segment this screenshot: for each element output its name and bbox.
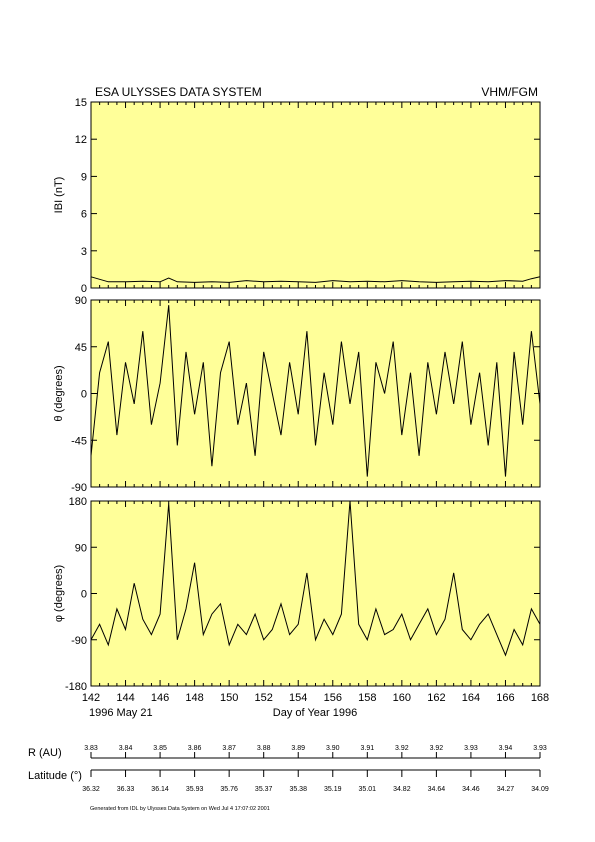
chart-panel-3: -180 -90 0 90 180 φ (degrees) [53, 496, 541, 693]
y-tick-label: 0 [81, 389, 87, 401]
x-tick-label: 158 [358, 692, 376, 704]
y-tick-label: -90 [71, 635, 87, 647]
x-tick-label: 168 [531, 692, 549, 704]
x-tick-label: 156 [324, 692, 342, 704]
y-tick-label: -45 [71, 435, 87, 447]
x-tick-label: 144 [116, 692, 134, 704]
r-au-value: 3.88 [257, 745, 271, 752]
r-au-value: 3.90 [326, 745, 340, 752]
y-tick-label: 6 [81, 209, 87, 221]
latitude-value: 35.19 [324, 786, 342, 793]
y-tick-label: 3 [81, 246, 87, 258]
series-line [90, 276, 541, 283]
chart-panel-2: -90 -45 0 45 90 θ (degrees) [53, 295, 541, 494]
r-au-value: 3.85 [153, 745, 167, 752]
latitude-value: 34.46 [462, 786, 480, 793]
r-au-value: 3.87 [222, 745, 236, 752]
y-tick-label: -90 [71, 482, 87, 494]
latitude-value: 35.01 [359, 786, 377, 793]
y-tick-label: 9 [81, 171, 87, 183]
r-au-value: 3.93 [464, 745, 478, 752]
latitude-value: 35.93 [186, 786, 204, 793]
x-tick-label: 154 [289, 692, 307, 704]
r-au-value: 3.92 [430, 745, 444, 752]
panel-background [90, 500, 541, 687]
r-au-value: 3.86 [188, 745, 202, 752]
x-tick-label: 160 [393, 692, 411, 704]
latitude-value: 34.27 [497, 786, 515, 793]
latitude-value: 34.09 [531, 786, 549, 793]
x-axis-label: Day of Year 1996 [273, 707, 357, 719]
latitude-value: 36.14 [151, 786, 169, 793]
series-line [90, 305, 541, 477]
r-au-value: 3.91 [360, 745, 374, 752]
x-tick-label: 148 [185, 692, 203, 704]
latitude-label: Latitude (°) [28, 770, 82, 782]
ephemeris-group: 3.83 3.84 3.85 3.86 3.87 3.88 3.89 3.90 3.91 3.92… [82, 745, 549, 793]
r-au-value: 3.89 [291, 745, 305, 752]
y-tick-label: 15 [75, 97, 87, 109]
x-tick-label: 146 [151, 692, 169, 704]
x-tick-label: 164 [462, 692, 480, 704]
series-line [90, 500, 541, 657]
panels-group: 0 3 6 9 12 15 IBI (nT) -90 -45 0 45 90 θ (degrees) -1… [53, 97, 549, 704]
y-tick-label: 180 [69, 496, 87, 508]
x-tick-label: 152 [255, 692, 273, 704]
x-tick-label: 166 [496, 692, 514, 704]
latitude-value: 35.37 [255, 786, 273, 793]
latitude-value: 36.33 [117, 786, 135, 793]
y-axis-label: φ (degrees) [53, 565, 65, 622]
y-tick-label: 90 [75, 542, 87, 554]
latitude-value: 35.76 [220, 786, 238, 793]
r-au-value: 3.94 [499, 745, 513, 752]
x-tick-label: 142 [82, 692, 100, 704]
y-tick-label: 12 [75, 134, 87, 146]
y-tick-label: 0 [81, 589, 87, 601]
latitude-value: 36.32 [82, 786, 100, 793]
y-tick-label: -180 [65, 681, 87, 693]
x-tick-label: 150 [220, 692, 238, 704]
y-axis-label: IBI (nT) [53, 177, 65, 214]
y-tick-label: 90 [75, 295, 87, 307]
header-title: ESA ULYSSES DATA SYSTEM [95, 85, 262, 99]
chart-panel-1: 0 3 6 9 12 15 IBI (nT) [53, 97, 541, 295]
r-au-value: 3.93 [533, 745, 547, 752]
x-tick-label: 162 [427, 692, 445, 704]
latitude-value: 34.82 [393, 786, 411, 793]
r-au-value: 3.84 [119, 745, 133, 752]
panel-background [90, 101, 541, 289]
y-axis-label: θ (degrees) [53, 365, 65, 421]
r-au-label: R (AU) [28, 747, 62, 759]
x-start-date: 1996 May 21 [89, 707, 153, 719]
r-au-value: 3.92 [395, 745, 409, 752]
latitude-value: 35.38 [289, 786, 307, 793]
y-tick-label: 45 [75, 342, 87, 354]
header-instrument: VHM/FGM [481, 85, 538, 99]
r-au-value: 3.83 [84, 745, 98, 752]
latitude-value: 34.64 [428, 786, 446, 793]
footer-generated: Generated from IDL by Ulysses Data Syste… [90, 806, 270, 812]
y-tick-label: 0 [81, 283, 87, 295]
